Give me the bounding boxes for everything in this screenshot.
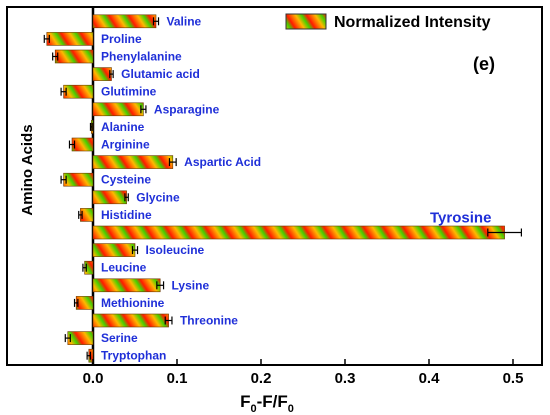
category-label-aspartic-acid: Aspartic Acid — [184, 155, 261, 169]
bar-cysteine — [63, 172, 94, 187]
x-title-sub1: 0 — [288, 403, 294, 415]
bar-asparagine — [92, 102, 144, 117]
category-label-asparagine: Asparagine — [154, 102, 220, 116]
category-label-glutamic-acid: Glutamic acid — [121, 67, 200, 81]
y-axis-title: Amino Acids — [19, 124, 36, 215]
category-label-methionine: Methionine — [101, 296, 165, 310]
x-title-f: F — [240, 392, 250, 411]
bar-phenylalanine — [54, 49, 94, 64]
x-axis-title: F0-F/F0 — [240, 392, 294, 415]
category-label-alanine: Alanine — [101, 120, 145, 134]
bar-serine — [67, 331, 94, 345]
category-label-leucine: Leucine — [101, 261, 147, 275]
bar-methionine — [75, 296, 94, 310]
bar-glutimine — [63, 84, 94, 99]
category-label-cysteine: Cysteine — [101, 173, 151, 187]
x-title-sub0: 0 — [250, 403, 256, 415]
category-label-histidine: Histidine — [101, 208, 152, 222]
category-label-glycine: Glycine — [136, 190, 180, 204]
legend-label: Normalized Intensity — [334, 14, 491, 31]
x-axis-ticks: 0.0 0.1 0.2 0.3 0.4 0.5 — [83, 359, 524, 387]
category-label-isoleucine: Isoleucine — [146, 243, 205, 257]
x-tick-label: 0.3 — [335, 370, 356, 387]
x-title-mid: -F/F — [257, 392, 288, 411]
category-label-arginine: Arginine — [101, 138, 150, 152]
x-tick-label: 0.2 — [251, 370, 272, 387]
plot-frame — [6, 6, 543, 366]
x-tick-label: 0.4 — [419, 370, 441, 387]
panel-label: (e) — [473, 54, 495, 74]
bars-group — [43, 8, 523, 364]
x-tick-label: 0.0 — [83, 370, 104, 387]
category-label-proline: Proline — [101, 32, 142, 46]
legend-swatch — [285, 13, 327, 30]
category-label-tyrosine: Tyrosine — [430, 210, 491, 227]
bar-proline — [46, 32, 94, 46]
bar-threonine — [92, 313, 169, 328]
category-label-valine: Valine — [167, 14, 202, 28]
bar-valine — [92, 14, 157, 29]
bar-aspartic-acid — [92, 155, 174, 169]
bar-glutamic-acid — [92, 67, 112, 81]
category-label-serine: Serine — [101, 331, 138, 345]
category-labels: Valine Proline Phenylalanine Glutamic acid G… — [101, 14, 491, 362]
category-label-threonine: Threonine — [180, 314, 238, 328]
category-label-phenylalanine: Phenylalanine — [101, 50, 182, 64]
legend: Normalized Intensity — [285, 13, 491, 31]
x-tick-label: 0.1 — [167, 370, 188, 387]
category-label-lysine: Lysine — [172, 278, 210, 292]
bar-arginine — [71, 137, 94, 152]
bar-isoleucine — [92, 243, 136, 257]
category-label-glutimine: Glutimine — [101, 85, 157, 99]
bar-tyrosine — [92, 225, 505, 240]
bar-glycine — [92, 190, 127, 205]
category-label-tryptophan: Tryptophan — [101, 349, 166, 363]
bar-lysine — [92, 278, 161, 293]
x-tick-label: 0.5 — [503, 370, 524, 387]
